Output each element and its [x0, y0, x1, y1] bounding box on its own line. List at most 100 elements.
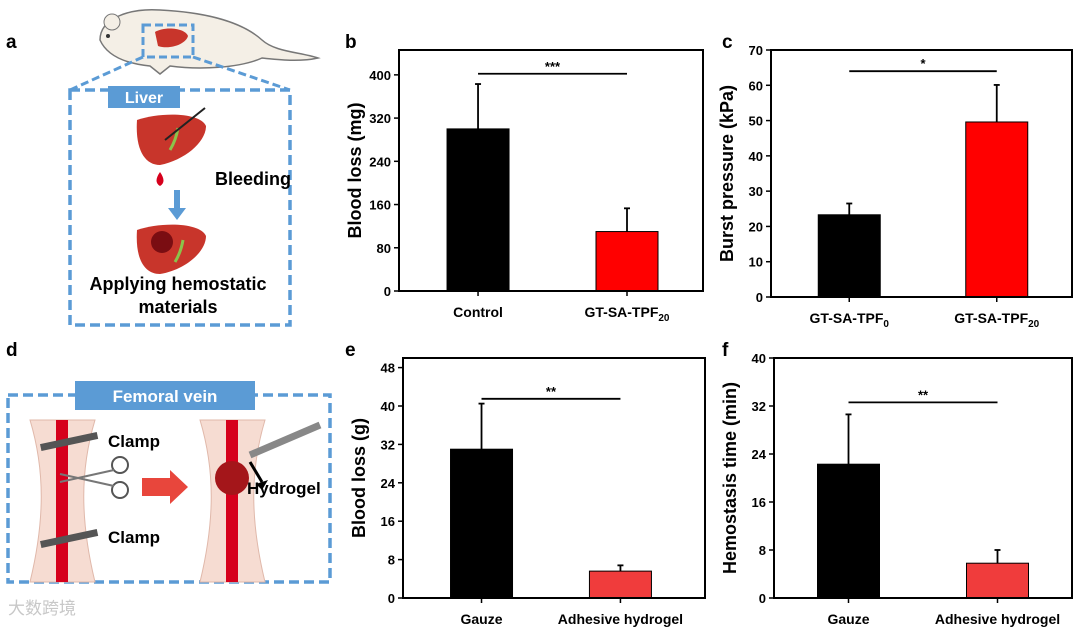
panel-d: d Femoral vein Clamp Clamp Hydrogel [6, 340, 332, 584]
y-tick-label: 10 [749, 255, 763, 270]
y-tick-label: 20 [749, 219, 763, 234]
y-tick-label: 80 [377, 241, 391, 256]
plot-frame [402, 357, 706, 599]
x-tick-label-main: Adhesive hydrogel [558, 611, 683, 627]
x-tick-label-main: Gauze [827, 611, 869, 627]
significance-label: ** [546, 384, 557, 399]
y-tick-label: 0 [384, 284, 391, 299]
liver-label-box [108, 86, 180, 108]
significance-label: ** [918, 387, 929, 402]
chart-e: e Gauze Adhesive hydrogel 0 8 16 24 32 40 48 Blood… [345, 340, 706, 627]
x-tick-label: Control [453, 304, 503, 320]
x-tick-label: Adhesive hydrogel [935, 611, 1060, 627]
y-tick-label: 16 [381, 514, 395, 529]
y-tick-label: 320 [369, 111, 391, 126]
bar [817, 214, 881, 298]
y-tick-label: 0 [388, 591, 395, 606]
mouse-illustration [99, 9, 321, 75]
panel-letter-e: e [345, 340, 356, 361]
vein-after-icon [199, 419, 322, 583]
y-tick-label: 24 [752, 447, 767, 462]
liver-small-icon [155, 28, 188, 48]
femoral-vein-label: Femoral vein [113, 387, 218, 406]
y-tick-label: 24 [381, 476, 396, 491]
x-tick-label-main: GT-SA-TPF [584, 304, 658, 320]
bar [446, 128, 510, 292]
vein-before-icon [29, 419, 129, 583]
y-tick-label: 40 [752, 351, 766, 366]
bleeding-label: Bleeding [215, 169, 291, 189]
liver-treated-icon [136, 224, 206, 274]
x-tick-label-sub: 20 [1028, 319, 1040, 330]
y-tick-label: 400 [369, 68, 391, 83]
chart-c: cGT-SA-TPF0 GT-SA-TPF20010203040506070Bur… [717, 32, 1073, 330]
liver-label: Liver [125, 90, 163, 107]
bar [966, 562, 1029, 599]
arrow-right-icon [142, 470, 188, 504]
y-tick-label: 40 [381, 399, 395, 414]
y-tick-label: 0 [759, 591, 766, 606]
plot-frame [770, 49, 1073, 298]
clamp-bottom-label: Clamp [108, 528, 160, 547]
bar [588, 570, 652, 599]
y-axis-label: Burst pressure (kPa) [717, 85, 737, 262]
x-tick-label-sub: 0 [883, 319, 889, 330]
significance-label: *** [545, 59, 561, 74]
x-tick-label: Adhesive hydrogel [558, 611, 683, 627]
scissors-icon [111, 456, 129, 474]
syringe-icon [248, 421, 322, 459]
y-tick-label: 48 [381, 361, 395, 376]
x-tick-label-main: Adhesive hydrogel [935, 611, 1060, 627]
panel-letter-c: c [722, 32, 733, 53]
significance-label: * [920, 56, 926, 71]
bar [595, 231, 659, 292]
x-tick-label-main: Gauze [461, 611, 503, 627]
applying-label-line2: materials [138, 297, 217, 317]
y-tick-label: 160 [369, 198, 391, 213]
zoom-box [141, 23, 195, 59]
x-tick-label: GT-SA-TPF20 [584, 304, 669, 324]
panel-letter-d: d [6, 340, 18, 361]
panel-letter-f: f [722, 340, 729, 361]
panel-a: a Liver Bleeding Applying hemostatic mat… [6, 9, 321, 327]
y-axis-label: Blood loss (mg) [345, 103, 365, 239]
hydrogel-label: Hydrogel [247, 479, 321, 498]
y-tick-label: 30 [749, 184, 763, 199]
chart-f: f Gauze Adhesive hydrogel 0 8 16 24 32 40 Hemosta… [720, 340, 1073, 627]
y-tick-label: 8 [388, 553, 395, 568]
clamp-top-label: Clamp [108, 432, 160, 451]
y-tick-label: 70 [749, 43, 763, 58]
y-tick-label: 240 [369, 154, 391, 169]
x-tick-label-main: GT-SA-TPF [810, 310, 884, 326]
y-axis-label: Hemostasis time (min) [720, 382, 740, 574]
panel-letter-b: b [345, 32, 357, 53]
y-tick-label: 60 [749, 78, 763, 93]
x-tick-label-sub: 20 [658, 313, 670, 324]
bar [965, 121, 1029, 298]
panel-letter-a: a [6, 32, 17, 53]
x-tick-label: GT-SA-TPF20 [954, 310, 1039, 330]
x-tick-label: Gauze [461, 611, 503, 627]
y-axis-label: Blood loss (g) [349, 418, 369, 538]
chart-b: b Control GT-SA-TPF20 0 80 160 240 320 400 Blood … [345, 32, 704, 324]
x-tick-label: GT-SA-TPF0 [810, 310, 890, 330]
arrow-down-icon [168, 190, 186, 220]
femoral-label-box [75, 381, 255, 410]
applying-label-line1: Applying hemostatic [89, 274, 266, 294]
liver-bleeding-icon [136, 107, 206, 186]
y-tick-label: 32 [381, 437, 395, 452]
bar [450, 448, 514, 599]
bar [817, 463, 880, 599]
x-tick-label-main: Control [453, 304, 503, 320]
femoral-model-box [6, 393, 332, 584]
y-tick-label: 32 [752, 399, 766, 414]
x-tick-label: Gauze [827, 611, 869, 627]
y-tick-label: 40 [749, 149, 763, 164]
plot-frame [398, 49, 704, 292]
y-tick-label: 8 [759, 543, 766, 558]
watermark: 大数跨境 [8, 599, 76, 619]
y-tick-label: 50 [749, 114, 763, 129]
plot-frame [773, 357, 1073, 599]
